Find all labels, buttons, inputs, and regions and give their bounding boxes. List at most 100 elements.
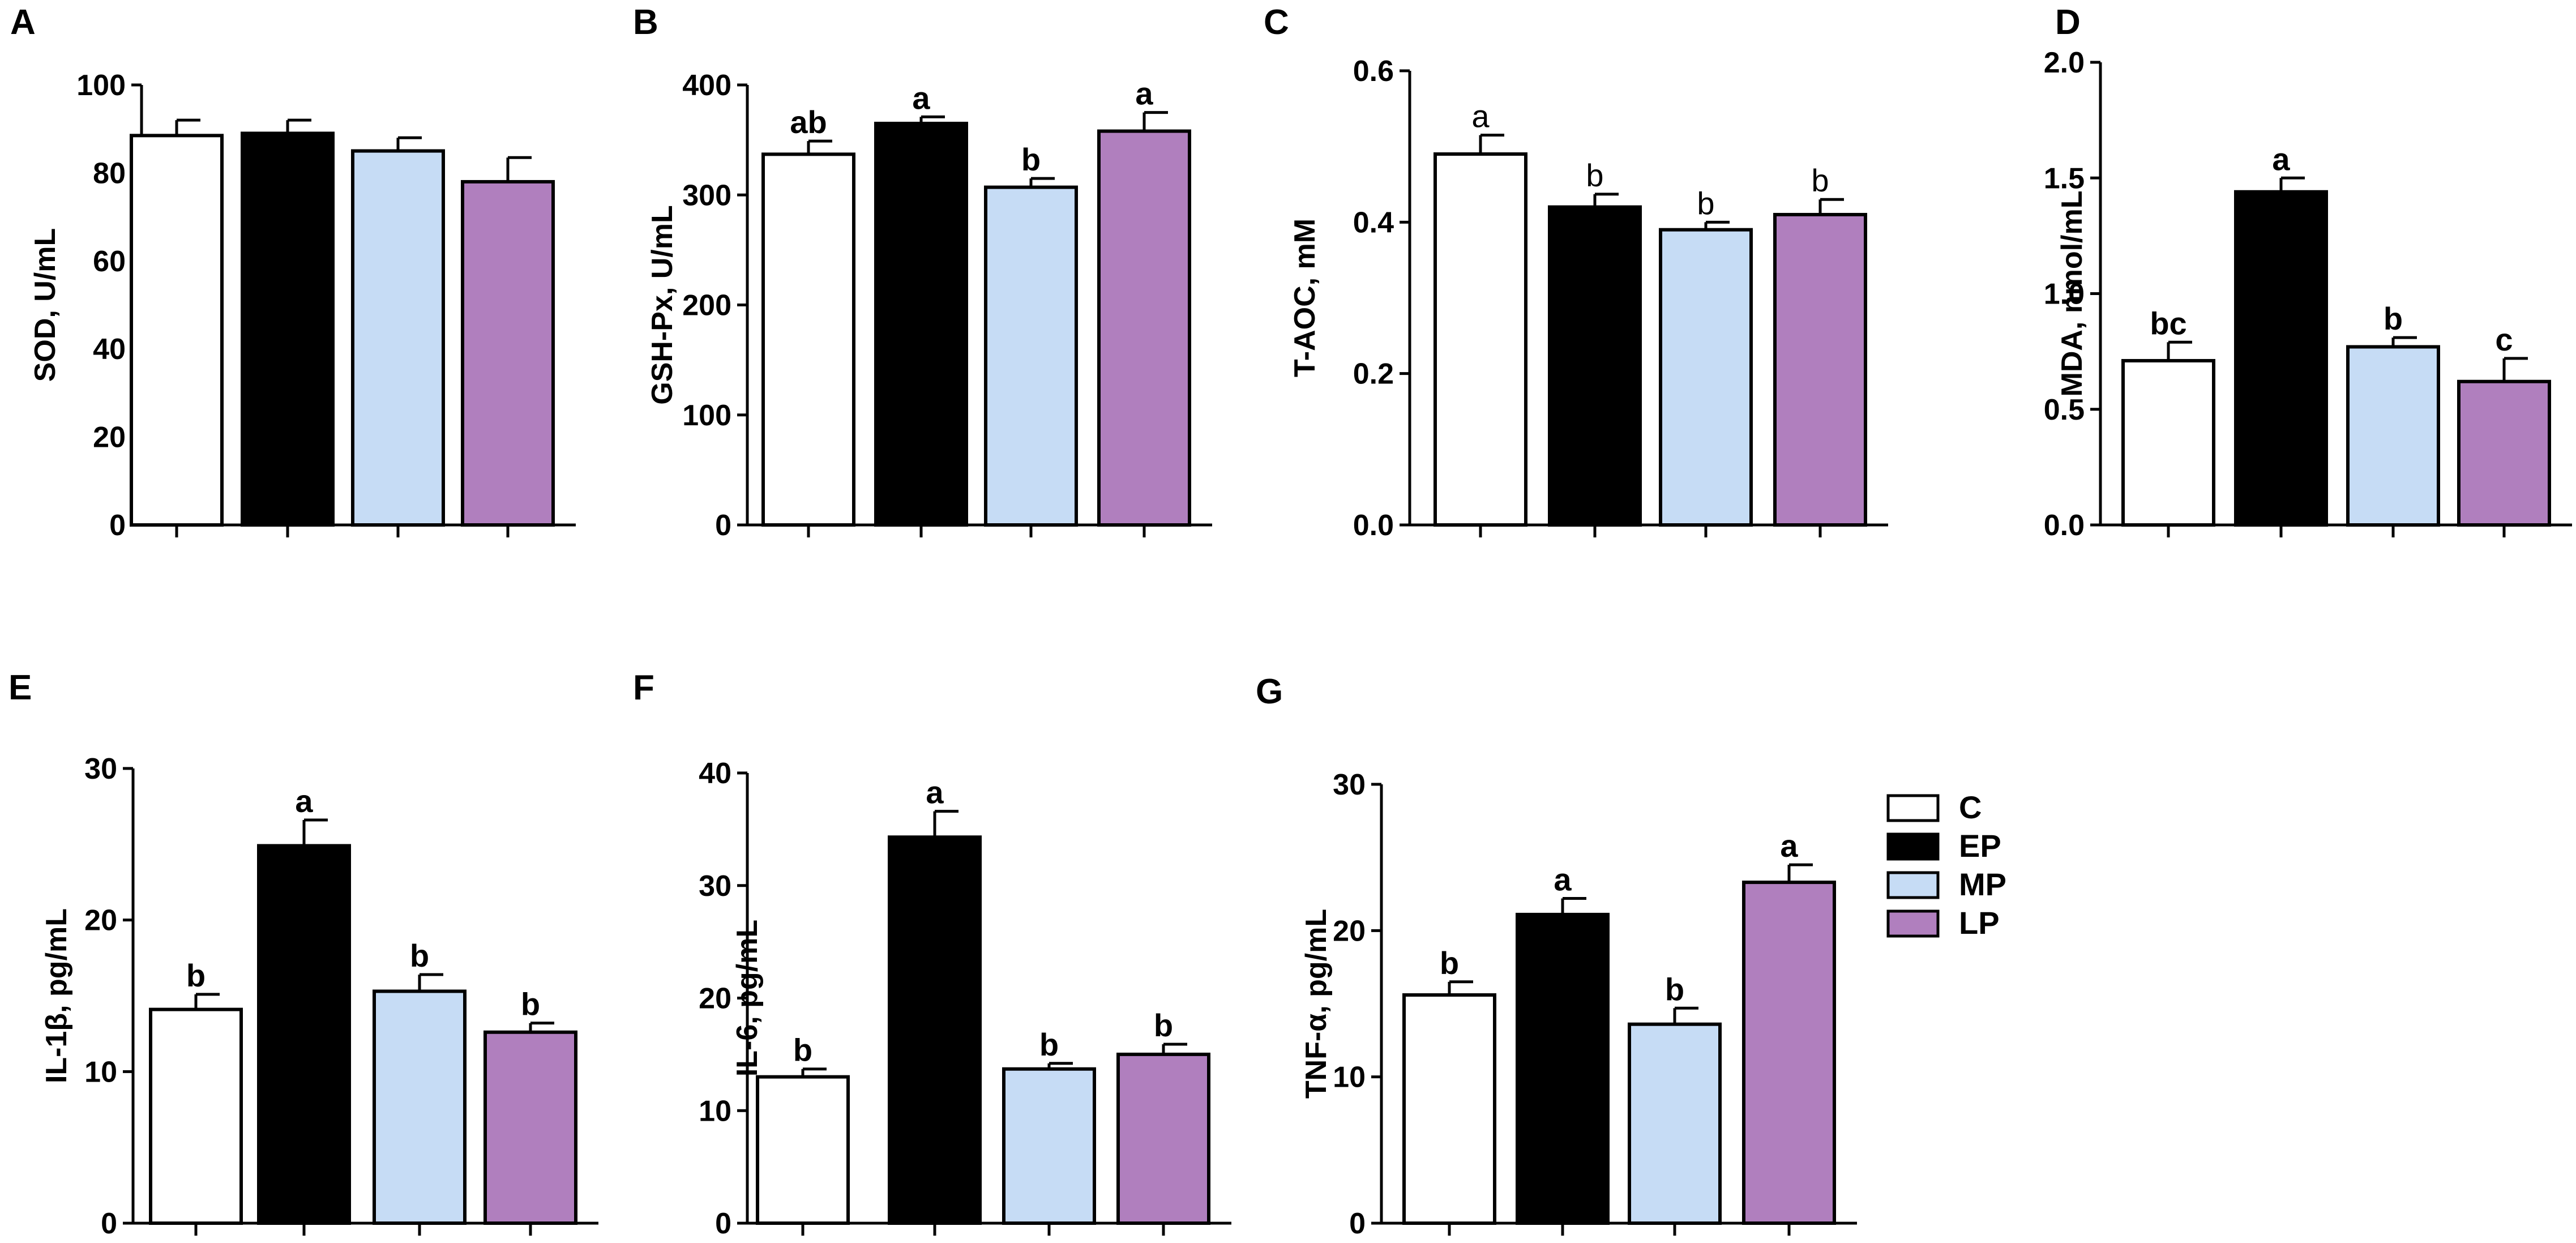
bar-c xyxy=(761,152,855,527)
bar-mp xyxy=(351,149,445,527)
bar-lp xyxy=(1097,129,1191,527)
y-axis-label: TNF-α, pg/mL xyxy=(1300,909,1333,1099)
significance-letter: a xyxy=(1554,862,1572,898)
significance-letter: a xyxy=(912,80,930,116)
significance-letter: b xyxy=(1440,945,1459,981)
bar-lp xyxy=(461,180,555,527)
panel-a: A 0 20 40 60 80 100 SOD, U/mL xyxy=(10,3,576,542)
bar-lp xyxy=(1773,212,1867,527)
panel-f: F 0 10 20 30 40 IL-6, pg/mL b a b b xyxy=(633,668,1231,1240)
significance-letter: b xyxy=(1586,157,1603,193)
y-axis-label: MDA, nmol/mL xyxy=(2056,191,2089,397)
y-tick-label: 20 xyxy=(84,904,117,937)
y-tick-label: 0 xyxy=(715,1207,731,1240)
significance-letter: b xyxy=(1697,185,1714,221)
y-tick-label: 2.0 xyxy=(2044,46,2085,79)
y-tick-label: 30 xyxy=(1333,768,1366,801)
y-tick-label: 0 xyxy=(1349,1207,1366,1240)
y-tick-label: 20 xyxy=(699,983,731,1015)
bar-ep xyxy=(1516,912,1610,1225)
bar-ep xyxy=(1548,205,1642,527)
significance-letter: b xyxy=(1039,1027,1059,1062)
significance-letter: a xyxy=(1135,76,1153,112)
significance-letter: b xyxy=(1811,163,1829,198)
significance-letter: b xyxy=(2384,301,2403,336)
bar-mp xyxy=(373,989,467,1225)
y-tick-label: 30 xyxy=(84,753,117,785)
bar-ep xyxy=(874,121,968,527)
y-tick-label: 0.0 xyxy=(2044,509,2085,542)
bar-c xyxy=(1402,993,1496,1225)
y-tick-label: 0.5 xyxy=(2044,394,2085,426)
legend-label-mp: MP xyxy=(1959,866,2006,902)
significance-letter: ab xyxy=(790,104,827,140)
y-axis-label: IL-1β, pg/mL xyxy=(40,908,73,1083)
bar-lp xyxy=(1742,881,1836,1225)
bar-mp xyxy=(1659,228,1753,527)
bar-lp xyxy=(483,1030,577,1225)
bar-c xyxy=(149,1007,243,1225)
panel-letter: G xyxy=(1256,672,1283,711)
panel-letter: E xyxy=(8,668,32,707)
bar-c xyxy=(2121,358,2215,527)
bar-mp xyxy=(984,185,1078,527)
significance-letter: b xyxy=(186,958,206,993)
legend-swatch-mp xyxy=(1886,871,1940,899)
significance-letter: a xyxy=(1780,828,1798,864)
bar-c xyxy=(1434,152,1527,527)
significance-letter: b xyxy=(521,986,540,1022)
panel-letter: D xyxy=(2055,3,2081,42)
bar-mp xyxy=(2346,345,2440,527)
bar-ep xyxy=(257,844,351,1225)
y-tick-label: 200 xyxy=(682,289,731,322)
y-tick-label: 40 xyxy=(93,333,126,366)
y-tick-label: 30 xyxy=(699,870,731,903)
y-tick-label: 300 xyxy=(682,179,731,212)
y-tick-label: 40 xyxy=(699,757,731,790)
y-tick-label: 10 xyxy=(699,1095,731,1127)
significance-letter: b xyxy=(793,1032,812,1068)
legend-label-c: C xyxy=(1959,789,1982,825)
y-axis-label: T-AOC, mM xyxy=(1289,219,1321,377)
legend-label-ep: EP xyxy=(1959,828,2001,864)
y-tick-label: 60 xyxy=(93,245,126,278)
legend-label-lp: LP xyxy=(1959,905,2000,941)
y-tick-label: 20 xyxy=(93,421,126,454)
bar-lp xyxy=(1116,1052,1210,1225)
legend-swatch-c xyxy=(1886,794,1940,822)
bar-mp xyxy=(1628,1022,1722,1225)
bar-c xyxy=(130,134,224,527)
y-tick-label: 10 xyxy=(84,1056,117,1088)
significance-letter: bc xyxy=(2150,305,2186,341)
bar-ep xyxy=(241,131,335,527)
bar-c xyxy=(756,1075,850,1225)
y-axis-label: SOD, U/mL xyxy=(29,228,62,382)
panel-letter: F xyxy=(633,668,654,707)
significance-letter: a xyxy=(926,775,944,810)
y-tick-label: 100 xyxy=(682,399,731,432)
legend-swatch-lp xyxy=(1886,909,1940,938)
y-tick-label: 0.4 xyxy=(1353,206,1394,239)
y-tick-label: 0 xyxy=(715,509,731,542)
bar-ep xyxy=(888,835,982,1225)
y-tick-label: 80 xyxy=(93,157,126,190)
y-tick-label: 0 xyxy=(101,1207,117,1240)
y-tick-label: 1.0 xyxy=(2044,278,2085,311)
y-tick-label: 0 xyxy=(109,509,126,542)
panel-c: C 0.0 0.2 0.4 0.6 T-AOC, mM a b b b xyxy=(1264,3,1888,542)
y-tick-label: 0.0 xyxy=(1353,509,1394,542)
significance-letter: b xyxy=(1665,971,1684,1007)
panel-letter: C xyxy=(1264,3,1289,42)
significance-letter: a xyxy=(1471,99,1490,134)
y-tick-label: 1.5 xyxy=(2044,162,2085,195)
bar-lp xyxy=(2457,379,2551,527)
y-axis-label: IL-6, pg/mL xyxy=(731,920,764,1077)
panel-letter: A xyxy=(10,3,36,42)
panel-g: G 0 10 20 30 TNF-α, pg/mL b a b a xyxy=(1256,672,1857,1240)
y-tick-label: 0.2 xyxy=(1353,358,1394,391)
significance-letter: b xyxy=(1021,142,1041,177)
y-tick-label: 400 xyxy=(682,69,731,102)
y-axis-label: GSH-Px, U/mL xyxy=(646,205,679,405)
